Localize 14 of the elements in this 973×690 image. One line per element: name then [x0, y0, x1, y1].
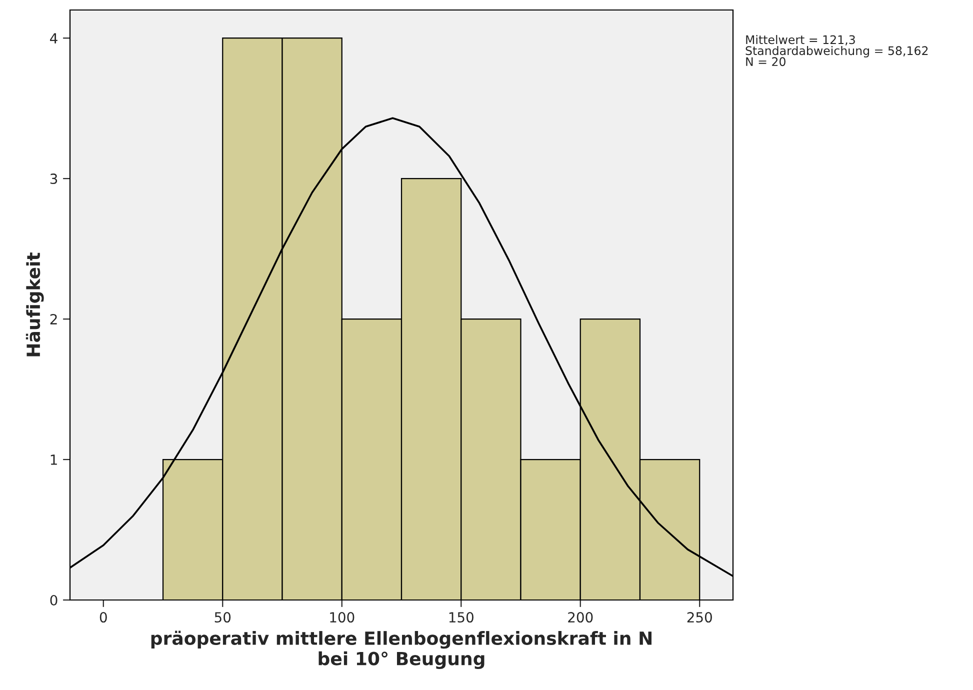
y-tick-label: 1: [50, 454, 57, 465]
x-tick-label: 0: [100, 612, 107, 623]
y-tick-label: 2: [50, 314, 57, 324]
x-tick-label: 150: [449, 612, 474, 623]
y-tick-label: 4: [50, 33, 58, 44]
x-tick-label: 50: [214, 612, 231, 623]
x-tick-label: 250: [687, 612, 712, 623]
x-axis-title: präoperativ mittlere Ellenbogenflexionskraft in N bei 10° Beugung: [151, 630, 652, 670]
x-tick-label: 200: [568, 612, 593, 623]
y-axis-title: Häufigkeit: [26, 252, 44, 356]
y-tick-label: 3: [50, 174, 58, 184]
x-tick-label: 100: [330, 612, 354, 623]
y-tick-label: 0: [50, 594, 58, 606]
text: Mittelwert = 121,3 Standardabweichung = 58,162 N = 20: [746, 35, 928, 66]
